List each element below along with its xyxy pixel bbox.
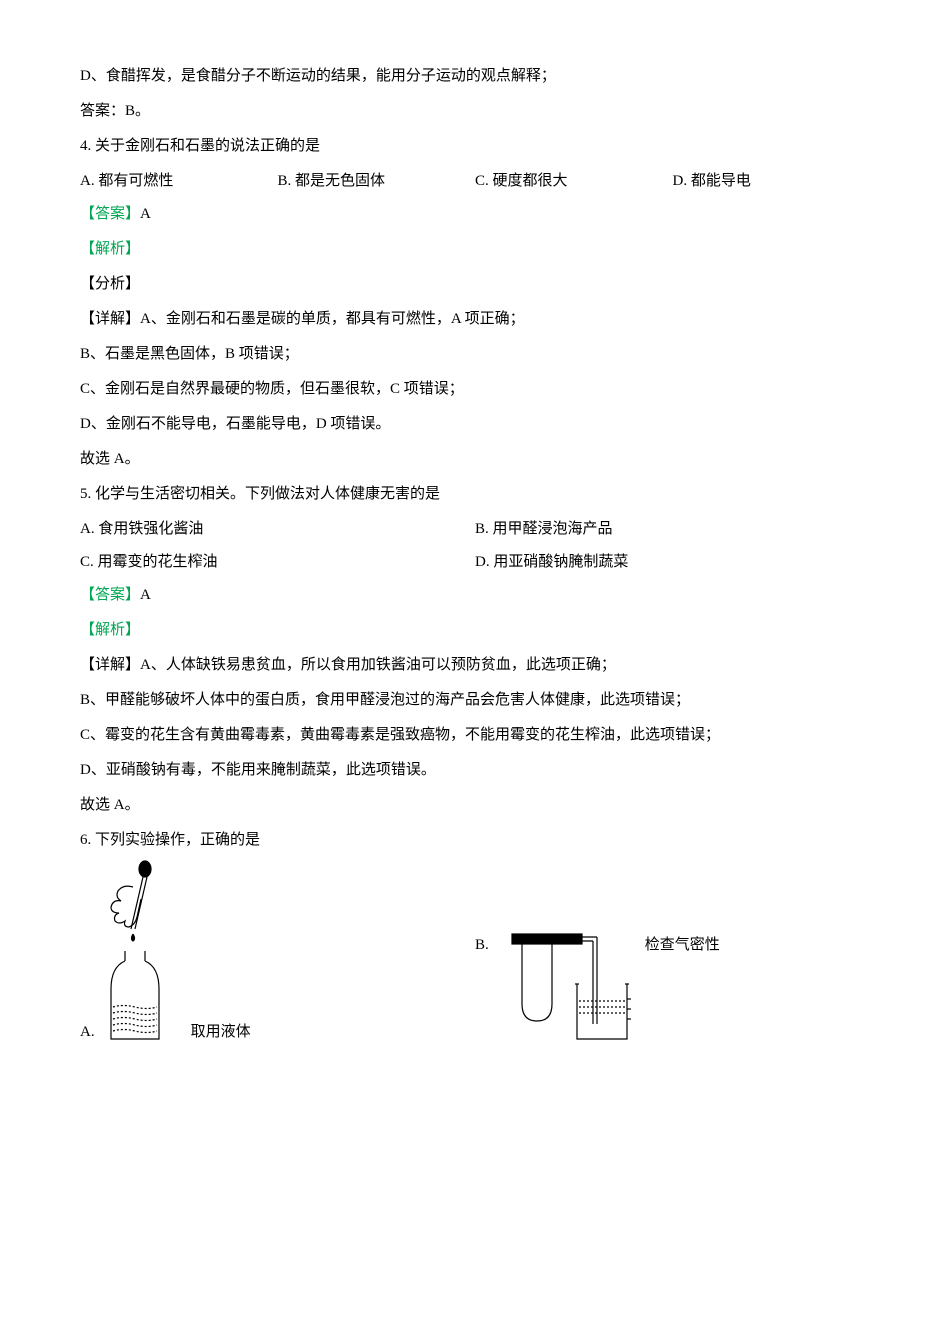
option-b-suffix: 检查气密性 [645, 929, 720, 962]
q4-analysis-label: 【分析】 [80, 268, 870, 301]
q6-option-b: B. [475, 929, 870, 1049]
q5-detail-d: D、亚硝酸钠有毒，不能用来腌制蔬菜，此选项错误。 [80, 754, 870, 787]
q4-option-b: B. 都是无色固体 [278, 165, 476, 198]
q5-option-c: C. 用霉变的花生榨油 [80, 546, 475, 579]
q4-option-d: D. 都能导电 [673, 165, 871, 198]
option-a-prefix: A. [80, 1016, 95, 1049]
q5-detail-c: C、霉变的花生含有黄曲霉毒素，黄曲霉毒素是强致癌物，不能用霉变的花生榨油，此选项… [80, 719, 870, 752]
q4-option-c: C. 硬度都很大 [475, 165, 673, 198]
intro-answer: 答案：B。 [80, 95, 870, 128]
option-a-suffix: 取用液体 [191, 1016, 251, 1049]
q5-option-d: D. 用亚硝酸钠腌制蔬菜 [475, 546, 870, 579]
q5-parse-label: 【解析】 [80, 614, 870, 647]
answer-value: A [140, 206, 151, 222]
intro-option-d: D、食醋挥发，是食醋分子不断运动的结果，能用分子运动的观点解释； [80, 60, 870, 93]
q4-detail-b: B、石墨是黑色固体，B 项错误； [80, 338, 870, 371]
q5-stem: 5. 化学与生活密切相关。下列做法对人体健康无害的是 [80, 478, 870, 511]
dropper-bottle-diagram [103, 859, 183, 1049]
q4-parse-label: 【解析】 [80, 233, 870, 266]
answer-label: 【答案】 [80, 587, 140, 603]
q5-conclusion: 故选 A。 [80, 789, 870, 822]
q5-answer: 【答案】A [80, 579, 870, 612]
q5-options-row2: C. 用霉变的花生榨油 D. 用亚硝酸钠腌制蔬菜 [80, 546, 870, 579]
q5-detail-a: 【详解】A、人体缺铁易患贫血，所以食用加铁酱油可以预防贫血，此选项正确； [80, 649, 870, 682]
answer-label: 【答案】 [80, 206, 140, 222]
q4-options: A. 都有可燃性 B. 都是无色固体 C. 硬度都很大 D. 都能导电 [80, 165, 870, 198]
airtight-check-diagram [497, 929, 637, 1049]
q5-option-a: A. 食用铁强化酱油 [80, 513, 475, 546]
q6-stem: 6. 下列实验操作，正确的是 [80, 824, 870, 857]
option-b-prefix: B. [475, 929, 489, 962]
q5-options-row1: A. 食用铁强化酱油 B. 用甲醛浸泡海产品 [80, 513, 870, 546]
q4-option-a: A. 都有可燃性 [80, 165, 278, 198]
q5-detail-b: B、甲醛能够破坏人体中的蛋白质，食用甲醛浸泡过的海产品会危害人体健康，此选项错误… [80, 684, 870, 717]
q6-option-a: A. [80, 859, 475, 1049]
q4-stem: 4. 关于金刚石和石墨的说法正确的是 [80, 130, 870, 163]
q5-option-b: B. 用甲醛浸泡海产品 [475, 513, 870, 546]
q4-detail-a: 【详解】A、金刚石和石墨是碳的单质，都具有可燃性，A 项正确； [80, 303, 870, 336]
q4-detail-c: C、金刚石是自然界最硬的物质，但石墨很软，C 项错误； [80, 373, 870, 406]
q4-answer: 【答案】A [80, 198, 870, 231]
answer-value: A [140, 587, 151, 603]
q4-detail-d: D、金刚石不能导电，石墨能导电，D 项错误。 [80, 408, 870, 441]
q6-options-row: A. [80, 859, 870, 1049]
q4-conclusion: 故选 A。 [80, 443, 870, 476]
